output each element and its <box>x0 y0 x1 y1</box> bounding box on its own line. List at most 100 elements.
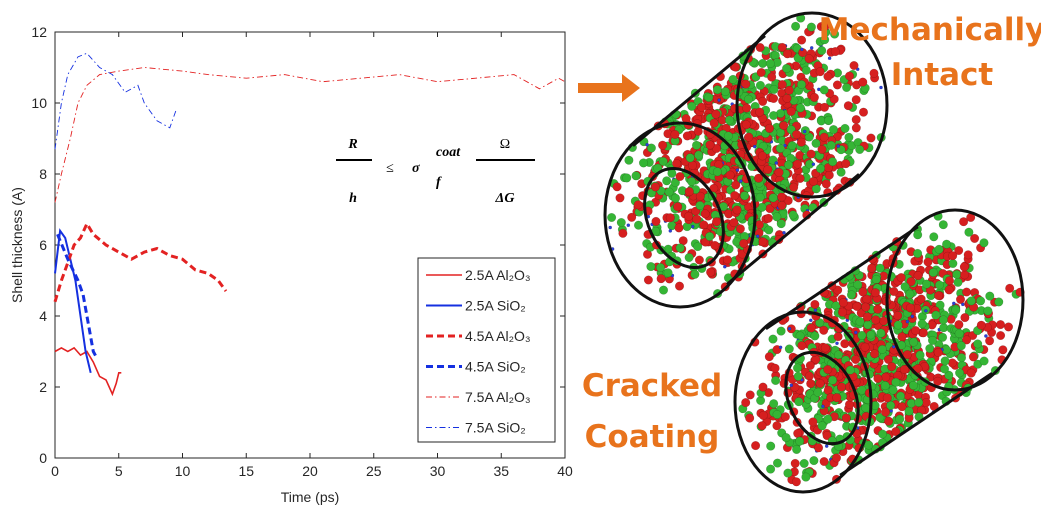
atom <box>745 413 755 423</box>
atom <box>910 314 915 319</box>
atom <box>794 397 804 407</box>
atom <box>884 416 894 426</box>
atom <box>966 368 976 378</box>
atom <box>780 412 790 422</box>
atom <box>757 202 767 212</box>
atom <box>770 363 780 373</box>
atom <box>729 218 739 228</box>
atom <box>664 187 674 197</box>
atom <box>711 217 722 227</box>
cylinder-inner <box>784 350 860 446</box>
atom <box>845 365 855 375</box>
atom <box>888 385 898 395</box>
line <box>56 233 99 360</box>
atom <box>863 320 873 330</box>
atom <box>819 85 829 95</box>
atom <box>811 138 821 148</box>
atom <box>768 110 779 121</box>
atom <box>913 248 923 258</box>
atom <box>704 92 714 103</box>
line <box>54 67 566 203</box>
atom <box>782 230 786 235</box>
cylinder-back <box>885 208 1025 392</box>
legend-label: 4.5A Al₂O₃ <box>465 328 531 344</box>
atom <box>891 427 901 437</box>
atom <box>608 225 613 230</box>
atom <box>820 35 830 45</box>
atom <box>741 398 751 408</box>
atom <box>744 132 754 142</box>
atom <box>880 407 891 417</box>
atom <box>837 382 847 392</box>
atom <box>944 276 955 286</box>
atom <box>897 402 907 412</box>
atom <box>841 413 851 423</box>
eq-sup: coat <box>436 145 461 160</box>
atom <box>944 285 954 295</box>
atom <box>731 180 741 190</box>
atom <box>921 398 931 408</box>
atom <box>774 161 779 165</box>
atom <box>853 330 858 335</box>
atom <box>755 107 765 117</box>
atom <box>722 255 733 265</box>
atom <box>774 167 784 177</box>
atom <box>758 96 768 106</box>
y-tick-label: 6 <box>39 237 47 253</box>
atom <box>793 159 803 169</box>
cylinder-front <box>603 121 757 309</box>
atom <box>789 383 794 388</box>
atom <box>929 232 939 242</box>
atom <box>731 62 741 72</box>
atom <box>835 341 839 346</box>
atom <box>893 311 903 321</box>
atom <box>870 288 880 298</box>
atom <box>913 364 923 374</box>
atom <box>877 429 888 439</box>
atom <box>909 337 919 347</box>
atom <box>966 296 976 306</box>
atom <box>781 433 791 443</box>
atom <box>633 220 644 230</box>
atom <box>829 94 839 104</box>
eq-sigma: σ <box>412 161 420 176</box>
atom <box>782 63 792 73</box>
atom <box>722 264 727 269</box>
atom <box>951 301 956 306</box>
atom <box>819 132 829 142</box>
atom <box>956 341 966 351</box>
atom <box>813 387 823 397</box>
label: Cracked <box>582 368 722 404</box>
atom <box>758 58 768 68</box>
atom <box>795 173 805 183</box>
atom <box>806 149 816 159</box>
atom <box>624 155 634 165</box>
atom <box>682 131 692 141</box>
atom <box>699 220 709 230</box>
atom <box>953 277 963 287</box>
atom <box>954 245 964 256</box>
atom <box>955 294 966 304</box>
atom <box>793 371 803 381</box>
x-tick-label: 15 <box>238 463 254 479</box>
atom <box>832 80 842 90</box>
atom <box>764 123 775 133</box>
atom <box>667 168 677 178</box>
atom <box>897 332 907 342</box>
atom <box>638 158 649 168</box>
eq-dg: ΔG <box>495 191 515 206</box>
atom <box>873 304 883 314</box>
atom <box>764 225 774 235</box>
atom <box>775 143 785 153</box>
atom <box>804 54 814 64</box>
atom <box>809 456 819 466</box>
atom <box>705 140 715 150</box>
atom <box>684 211 694 221</box>
atom <box>670 178 680 188</box>
atom <box>915 350 925 360</box>
atom <box>662 176 672 186</box>
atom <box>866 330 876 340</box>
atom <box>772 409 782 420</box>
eq-relation: ≤ <box>386 161 394 176</box>
legend-label: 2.5A SiO₂ <box>465 298 526 314</box>
